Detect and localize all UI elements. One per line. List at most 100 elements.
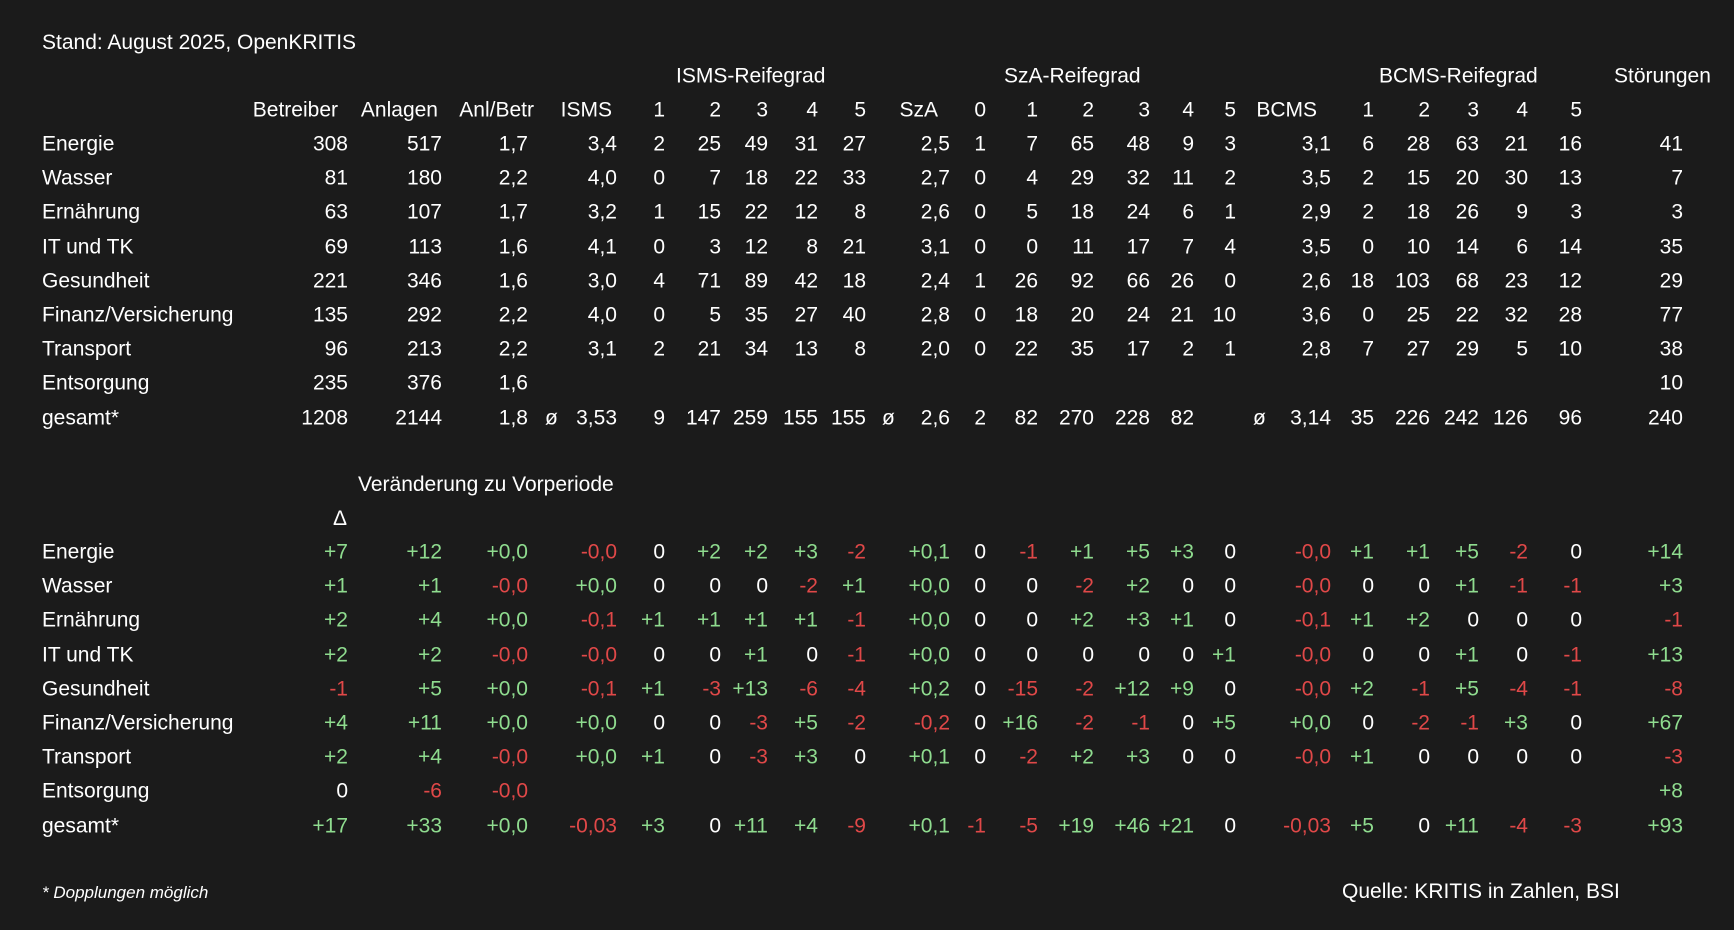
table-cell: 12 — [1558, 269, 1582, 293]
change-cell: -3 — [702, 677, 721, 701]
change-cell: -1 — [329, 677, 348, 701]
table-cell: 25 — [697, 132, 721, 156]
table-cell: 23 — [1504, 269, 1528, 293]
change-cell: 0 — [1224, 745, 1236, 769]
table-cell: 7 — [1362, 337, 1374, 361]
table-cell: 2 — [653, 132, 665, 156]
change-cell: +0,0 — [486, 608, 528, 632]
table-cell: 1 — [1224, 200, 1236, 224]
table-cell: 3 — [1224, 132, 1236, 156]
table-cell: 22 — [744, 200, 768, 224]
table-cell: 22 — [1455, 303, 1479, 327]
change-cell: -1 — [1563, 574, 1582, 598]
change-cell: 0 — [974, 574, 986, 598]
change-cell: -1 — [1460, 711, 1479, 735]
table-cell: 270 — [1058, 406, 1094, 430]
change-cell: 0 — [974, 711, 986, 735]
change-cell: -1 — [967, 814, 986, 838]
footnote: * Dopplungen möglich — [42, 883, 209, 902]
table-cell: 1 — [1224, 337, 1236, 361]
change-cell: +13 — [732, 677, 768, 701]
change-cell: -2 — [847, 540, 866, 564]
table-cell: 221 — [312, 269, 348, 293]
table-cell: 1,6 — [498, 235, 528, 259]
table-cell: 2 — [1362, 166, 1374, 190]
change-cell: +0,1 — [908, 814, 950, 838]
change-cell: +17 — [312, 814, 348, 838]
table-cell: 9 — [1182, 132, 1194, 156]
table-cell: 16 — [1558, 132, 1582, 156]
average-symbol: ø — [882, 406, 895, 430]
change-cell: +13 — [1647, 643, 1683, 667]
change-cell: -0,0 — [580, 540, 617, 564]
column-header: 4 — [806, 98, 818, 122]
table-cell: 292 — [406, 303, 442, 327]
change-cell: 0 — [1570, 608, 1582, 632]
change-cell: 0 — [1516, 745, 1528, 769]
table-cell: 3 — [1671, 200, 1683, 224]
change-cell: +0,0 — [486, 711, 528, 735]
change-cell: +5 — [1126, 540, 1150, 564]
change-cell: 0 — [974, 608, 986, 632]
table-cell: 213 — [406, 337, 442, 361]
table-cell: 3,1 — [587, 337, 617, 361]
change-cell: +2 — [1070, 745, 1094, 769]
change-cell: -1 — [1563, 643, 1582, 667]
change-cell: 0 — [1362, 574, 1374, 598]
table-cell: 69 — [324, 235, 348, 259]
table-cell: 34 — [744, 337, 768, 361]
change-cell: +11 — [733, 814, 768, 838]
change-cell: 0 — [974, 745, 986, 769]
change-cell: -3 — [1664, 745, 1683, 769]
column-header: 5 — [1224, 98, 1236, 122]
change-cell: +0,0 — [486, 814, 528, 838]
table-cell: 0 — [974, 166, 986, 190]
change-cell: -0,1 — [1294, 608, 1331, 632]
table-cell: 66 — [1126, 269, 1150, 293]
table-cell: 31 — [794, 132, 818, 156]
table-cell: 21 — [697, 337, 721, 361]
change-cell: 0 — [709, 814, 721, 838]
table-cell: 0 — [974, 337, 986, 361]
table-cell: 13 — [1558, 166, 1582, 190]
column-header: 1 — [653, 98, 665, 122]
change-cell: +4 — [418, 608, 442, 632]
table-cell: 2,6 — [920, 200, 950, 224]
table-cell: 0 — [974, 303, 986, 327]
table-cell: 82 — [1170, 406, 1194, 430]
change-cell: +14 — [1647, 540, 1683, 564]
table-cell: 2,0 — [920, 337, 950, 361]
table-cell: 180 — [406, 166, 442, 190]
table-cell: 155 — [830, 406, 866, 430]
table-cell: 33 — [842, 166, 866, 190]
change-cell: 0 — [1182, 745, 1194, 769]
change-cell: +12 — [1114, 677, 1150, 701]
table-cell: 235 — [312, 371, 348, 395]
table-cell: 6 — [1362, 132, 1374, 156]
table-cell: 0 — [1224, 269, 1236, 293]
change-cell: 0 — [1224, 574, 1236, 598]
table-cell: 27 — [842, 132, 866, 156]
table-cell: 0 — [1362, 303, 1374, 327]
change-cell: +1 — [418, 574, 442, 598]
table-cell: 0 — [1026, 235, 1038, 259]
column-header: BCMS — [1256, 98, 1317, 122]
change-cell: +67 — [1647, 711, 1683, 735]
change-cell: 0 — [709, 574, 721, 598]
change-cell: +2 — [418, 643, 442, 667]
table-cell: 2,6 — [920, 406, 950, 430]
change-cell: 0 — [1082, 643, 1094, 667]
table-cell: 7 — [709, 166, 721, 190]
column-header: 0 — [974, 98, 986, 122]
change-cell: -0,0 — [1294, 745, 1331, 769]
table-cell: 3,53 — [576, 406, 617, 430]
change-cell: 0 — [1182, 643, 1194, 667]
table-cell: 96 — [1558, 406, 1582, 430]
table-cell: 3,5 — [1301, 166, 1331, 190]
table-cell: 5 — [709, 303, 721, 327]
change-cell: 0 — [1182, 574, 1194, 598]
change-cell: 0 — [1516, 608, 1528, 632]
table-cell: 20 — [1070, 303, 1094, 327]
table-cell: 1,7 — [498, 200, 528, 224]
change-cell: +3 — [1126, 745, 1150, 769]
